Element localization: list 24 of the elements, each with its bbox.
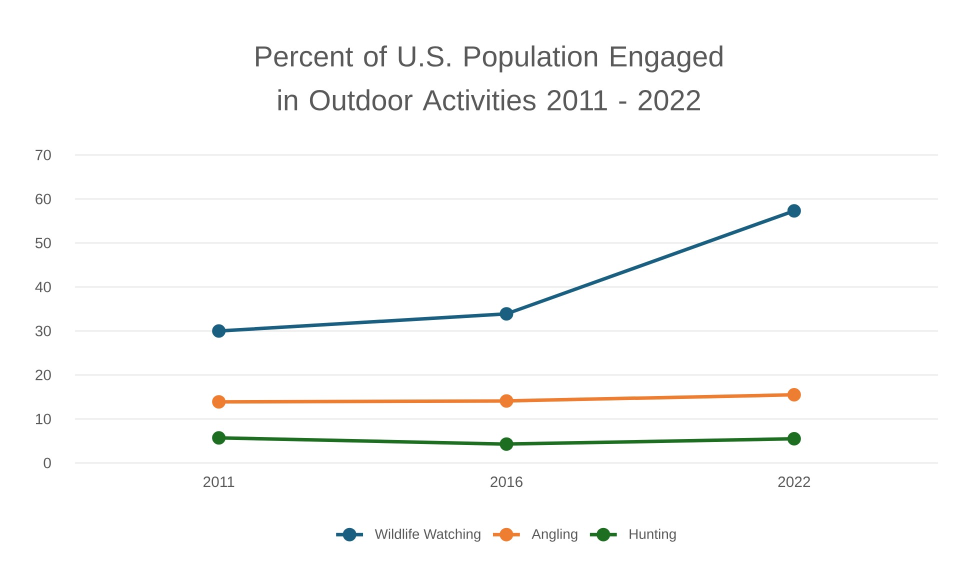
point: [500, 394, 514, 408]
point: [212, 324, 226, 338]
legend-label: Angling: [532, 528, 578, 542]
y-tick-label: 10: [36, 414, 51, 424]
legend-label: Hunting: [630, 528, 676, 542]
legend-label: Wildlife Watching: [374, 528, 480, 542]
y-tick-label: 40: [35, 282, 51, 292]
y-tick-label: 70: [36, 150, 51, 160]
point: [212, 431, 226, 445]
point: [500, 307, 514, 321]
x-tick-label: 2016: [490, 476, 522, 488]
point: [787, 204, 801, 218]
chart-title: Percent of U.S. Population Engaged in Outdoor Activities 2011 - 2022: [256, 45, 722, 111]
point: [500, 437, 514, 451]
x-tick-label: 2022: [778, 476, 810, 488]
y-tick-label: 30: [35, 326, 51, 336]
y-tick-label: 0: [44, 458, 51, 468]
point: [787, 432, 801, 446]
x-tick-label: 2011: [204, 476, 234, 488]
y-tick-label: 60: [36, 194, 51, 204]
point: [787, 388, 801, 402]
point: [212, 395, 226, 409]
y-tick-label: 50: [35, 238, 51, 248]
y-tick-label: 20: [36, 370, 51, 380]
